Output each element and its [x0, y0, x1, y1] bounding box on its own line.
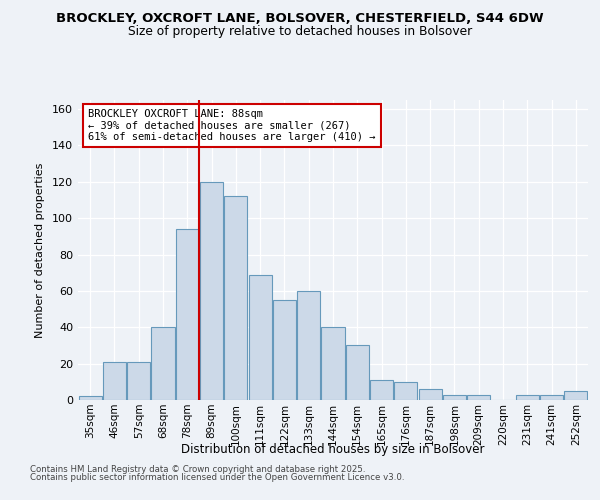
Bar — [516, 394, 539, 400]
Bar — [322, 328, 344, 400]
Bar — [248, 274, 272, 400]
Bar — [565, 391, 587, 400]
Text: Contains HM Land Registry data © Crown copyright and database right 2025.: Contains HM Land Registry data © Crown c… — [30, 465, 365, 474]
Bar — [103, 362, 126, 400]
Bar — [79, 396, 101, 400]
Y-axis label: Number of detached properties: Number of detached properties — [35, 162, 45, 338]
Bar — [176, 229, 199, 400]
Bar — [346, 346, 369, 400]
Bar — [419, 389, 442, 400]
Bar — [297, 291, 320, 400]
Bar — [224, 196, 247, 400]
Bar — [273, 300, 296, 400]
Bar — [540, 394, 563, 400]
Bar — [370, 380, 393, 400]
Bar — [127, 362, 150, 400]
Text: Size of property relative to detached houses in Bolsover: Size of property relative to detached ho… — [128, 25, 472, 38]
Bar — [200, 182, 223, 400]
Bar — [394, 382, 418, 400]
Text: Contains public sector information licensed under the Open Government Licence v3: Contains public sector information licen… — [30, 474, 404, 482]
Bar — [443, 394, 466, 400]
Text: BROCKLEY, OXCROFT LANE, BOLSOVER, CHESTERFIELD, S44 6DW: BROCKLEY, OXCROFT LANE, BOLSOVER, CHESTE… — [56, 12, 544, 26]
Bar — [467, 394, 490, 400]
Text: Distribution of detached houses by size in Bolsover: Distribution of detached houses by size … — [181, 442, 485, 456]
Bar — [151, 328, 175, 400]
Text: BROCKLEY OXCROFT LANE: 88sqm
← 39% of detached houses are smaller (267)
61% of s: BROCKLEY OXCROFT LANE: 88sqm ← 39% of de… — [88, 109, 376, 142]
